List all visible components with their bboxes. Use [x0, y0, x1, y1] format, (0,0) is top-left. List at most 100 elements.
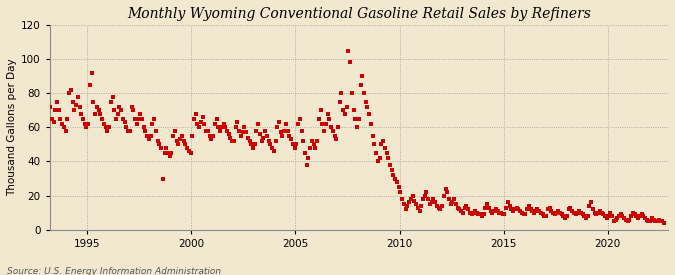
Point	[272, 125, 283, 130]
Point	[319, 128, 329, 133]
Point	[619, 216, 630, 220]
Point	[142, 134, 153, 138]
Y-axis label: Thousand Gallons per Day: Thousand Gallons per Day	[7, 59, 17, 196]
Point	[308, 142, 319, 147]
Point	[426, 200, 437, 205]
Point	[72, 94, 83, 99]
Point	[229, 139, 240, 143]
Point	[78, 117, 88, 121]
Point	[622, 219, 633, 224]
Point	[47, 117, 57, 121]
Point	[366, 122, 377, 126]
Point	[547, 210, 558, 215]
Point	[431, 204, 442, 208]
Point	[537, 212, 548, 217]
Point	[218, 122, 229, 126]
Point	[570, 212, 581, 217]
Point	[148, 117, 159, 121]
Point	[406, 197, 416, 201]
Point	[556, 212, 567, 217]
Point	[124, 128, 135, 133]
Point	[251, 128, 262, 133]
Point	[65, 87, 76, 92]
Point	[532, 207, 543, 211]
Point	[491, 207, 502, 211]
Point	[398, 202, 409, 206]
Point	[321, 122, 331, 126]
Point	[306, 139, 317, 143]
Point	[88, 100, 99, 104]
Point	[553, 209, 564, 213]
Point	[645, 219, 655, 224]
Point	[84, 82, 95, 87]
Point	[425, 202, 435, 206]
Point	[325, 125, 336, 130]
Point	[414, 209, 425, 213]
Point	[518, 212, 529, 217]
Point	[111, 117, 122, 121]
Point	[454, 207, 465, 211]
Point	[492, 209, 503, 213]
Point	[136, 117, 147, 121]
Point	[648, 217, 659, 222]
Point	[591, 212, 602, 217]
Point	[151, 128, 161, 133]
Point	[140, 128, 151, 133]
Point	[171, 139, 182, 143]
Point	[503, 200, 514, 205]
Point	[515, 209, 526, 213]
Point	[529, 210, 539, 215]
Point	[450, 202, 461, 206]
Point	[608, 219, 619, 224]
Point	[185, 151, 196, 155]
Point	[343, 48, 354, 53]
Point	[617, 214, 628, 218]
Point	[598, 212, 609, 217]
Point	[575, 210, 586, 215]
Point	[55, 117, 66, 121]
Point	[501, 205, 512, 210]
Point	[190, 111, 201, 116]
Point	[599, 214, 610, 218]
Point	[187, 134, 198, 138]
Point	[506, 207, 517, 211]
Point	[438, 193, 449, 198]
Point	[176, 134, 187, 138]
Point	[239, 125, 250, 130]
Point	[596, 210, 607, 215]
Point	[196, 120, 207, 124]
Point	[315, 108, 326, 112]
Point	[634, 214, 645, 218]
Point	[567, 209, 578, 213]
Point	[63, 91, 74, 95]
Point	[362, 105, 373, 109]
Point	[638, 214, 649, 218]
Point	[601, 216, 612, 220]
Point	[333, 125, 344, 130]
Point	[531, 209, 541, 213]
Point	[81, 125, 92, 130]
Point	[182, 146, 192, 150]
Point	[99, 122, 109, 126]
Point	[192, 122, 203, 126]
Point	[433, 205, 444, 210]
Point	[45, 105, 55, 109]
Point	[402, 204, 413, 208]
Point	[329, 134, 340, 138]
Point	[466, 212, 477, 217]
Point	[107, 94, 118, 99]
Point	[197, 115, 208, 119]
Point	[477, 214, 487, 218]
Point	[80, 122, 90, 126]
Point	[511, 205, 522, 210]
Point	[381, 151, 392, 155]
Point	[468, 210, 479, 215]
Point	[242, 135, 253, 140]
Point	[419, 193, 430, 198]
Point	[168, 134, 179, 138]
Point	[412, 205, 423, 210]
Point	[373, 159, 383, 164]
Point	[485, 209, 496, 213]
Point	[286, 137, 296, 141]
Point	[184, 149, 194, 153]
